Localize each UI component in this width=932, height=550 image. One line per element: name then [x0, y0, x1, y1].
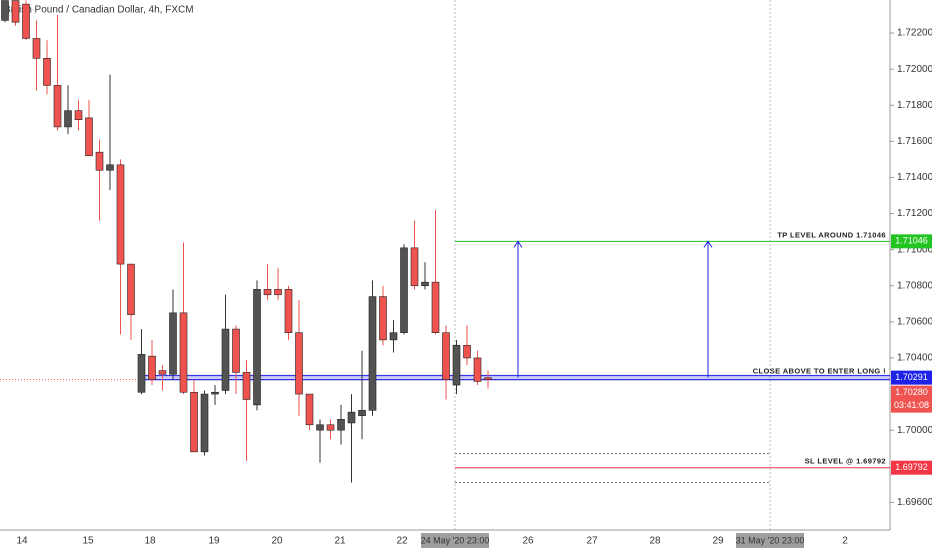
level-annotation: CLOSE ABOVE TO ENTER LONG ! [753, 367, 886, 376]
x-label-box [421, 533, 489, 548]
y-tick-label: 1.70800 [897, 280, 932, 291]
candle-body [274, 289, 282, 296]
entry-price-tag: 1.70291 [895, 372, 928, 382]
candle-body [221, 328, 230, 391]
x-tick-label: 18 [144, 536, 156, 547]
candle-body [337, 419, 345, 431]
candle-body [368, 296, 377, 411]
candle-body [295, 332, 303, 395]
x-tick-label: 15 [82, 536, 94, 547]
tp-price-tag: 1.71046 [895, 236, 928, 246]
candle-body [148, 355, 156, 380]
candle-body [116, 164, 125, 265]
candle-body [305, 393, 314, 426]
candle-body [358, 410, 366, 417]
candle-body [484, 377, 492, 380]
y-tick-label: 1.71400 [897, 172, 932, 183]
last-price-tag: 1.70280 [895, 387, 928, 397]
candle-body [53, 85, 62, 128]
candle-body [263, 289, 272, 296]
candle-body [85, 117, 93, 157]
candle-body [64, 110, 72, 128]
chart-title: British Pound / Canadian Dollar, 4h, FXC… [4, 5, 194, 16]
candle-body [74, 110, 83, 120]
candle-body [200, 393, 209, 453]
candle-body [1, 0, 9, 21]
candle-body [463, 345, 471, 359]
y-tick-label: 1.70400 [897, 353, 932, 364]
candle-body [442, 332, 450, 380]
candle-body [473, 357, 482, 382]
candle-body [452, 345, 461, 386]
candle-body [179, 312, 188, 393]
y-tick-label: 1.71800 [897, 100, 932, 111]
x-tick-label: 27 [586, 536, 598, 547]
sl-price-tag-box [891, 460, 932, 475]
countdown-tag-box [891, 398, 932, 413]
candle-body [421, 281, 429, 287]
candle-body [410, 247, 419, 287]
y-tick-label: 1.70600 [897, 317, 932, 328]
candle-body [95, 151, 104, 171]
x-tick-label: 14 [16, 536, 28, 547]
x-tick-label: 2 [842, 536, 848, 547]
x-tick-label: 26 [522, 536, 534, 547]
last-price-tag-box [891, 385, 932, 400]
entry-price-tag-box [891, 370, 932, 385]
candle-body [11, 0, 20, 23]
candle-body [190, 391, 198, 453]
y-tick-label: 1.71000 [897, 244, 932, 255]
y-tick-label: 1.70000 [897, 425, 932, 436]
candle-body [389, 332, 398, 341]
x-tick-label: 21 [334, 536, 346, 547]
x-tick-label: 28 [649, 536, 661, 547]
x-tick-label: 22 [396, 536, 408, 547]
x-tick-label: 24 May '20 23:00 [421, 535, 490, 545]
arrow-head [703, 240, 713, 248]
y-tick-label: 1.72200 [897, 28, 932, 39]
candle-body [158, 370, 167, 375]
arrow-head [513, 240, 523, 248]
candle-body [400, 247, 408, 333]
level-annotation: SL LEVEL @ 1.69792 [805, 457, 886, 466]
candle-body [253, 289, 261, 406]
sl-price-tag: 1.69792 [895, 462, 928, 472]
countdown-tag: 03:41:08 [894, 400, 929, 410]
candle-body [43, 58, 51, 86]
x-tick-label: 19 [208, 536, 220, 547]
candle-body [232, 328, 240, 373]
y-tick-label: 1.69600 [897, 497, 932, 508]
candle-body [284, 289, 293, 333]
candle-body [127, 263, 135, 315]
candle-body [137, 354, 146, 393]
tp-price-tag-box [891, 234, 932, 249]
level-annotation: TP LEVEL AROUND 1.71046 [777, 230, 886, 239]
candle-body [379, 296, 387, 341]
x-tick-label: 29 [712, 536, 724, 547]
y-tick-label: 1.71200 [897, 208, 932, 219]
candle-body [431, 281, 440, 333]
candle-body [32, 38, 41, 59]
candle-body [326, 424, 335, 431]
candle-body [242, 372, 251, 400]
candle-body [211, 391, 219, 395]
candle-body [106, 164, 114, 171]
x-label-box [736, 533, 804, 548]
candle-body [22, 3, 30, 39]
y-tick-label: 1.72000 [897, 64, 932, 75]
x-tick-label: 20 [271, 536, 283, 547]
candle-body [316, 424, 324, 431]
y-tick-label: 1.71600 [897, 136, 932, 147]
candle-body [347, 411, 356, 424]
candle-body [169, 312, 177, 375]
x-tick-label: 31 May '20 23:00 [736, 535, 805, 545]
